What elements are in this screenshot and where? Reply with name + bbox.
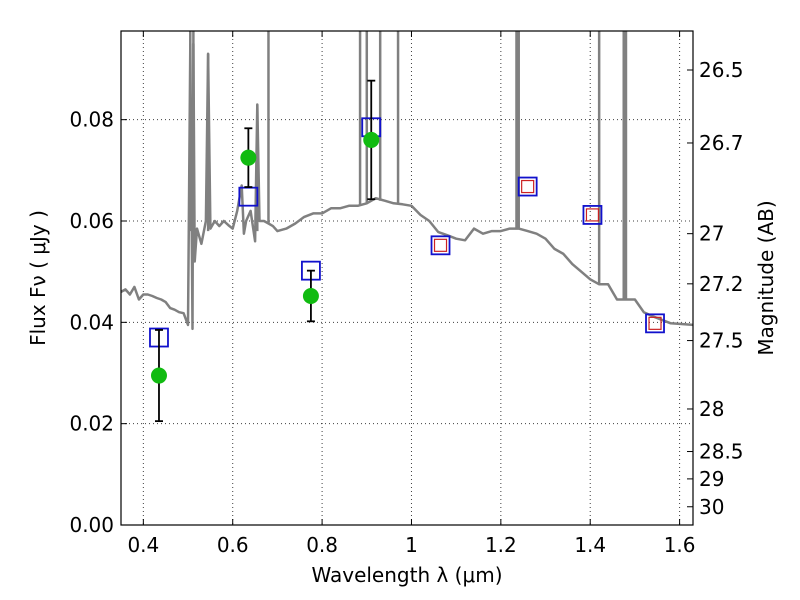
model-box-inner [521, 179, 535, 194]
model-box-inner [433, 238, 448, 252]
x-tick-label: 1.6 [664, 533, 696, 557]
right-tick-label: 29 [699, 467, 724, 491]
y-tick-label: 0.06 [69, 209, 114, 233]
x-tick-label: 1.4 [574, 533, 606, 557]
right-tick-label: 28 [699, 397, 724, 421]
data-points [149, 79, 665, 423]
observed-point [150, 367, 167, 384]
y-tick-label: 0.04 [69, 310, 114, 334]
model-box [582, 205, 603, 225]
right-tick-label: 27.5 [699, 329, 744, 353]
spectrum-line [120, 42, 694, 331]
model-spectrum [120, 31, 694, 331]
x-tick-label: 0.4 [127, 533, 159, 557]
right-tick-label: 27 [699, 222, 724, 246]
model-box [517, 176, 538, 197]
right-tick-label: 26.5 [699, 58, 744, 82]
x-tick-label: 0.6 [217, 533, 249, 557]
observed-point [302, 287, 319, 304]
x-tick-label: 1 [405, 533, 418, 557]
right-axis-label: Magnitude (AB) [754, 200, 778, 355]
x-axis-label: Wavelength λ (μm) [311, 563, 502, 587]
right-tick-label: 30 [699, 495, 724, 519]
y-tick-label: 0.08 [69, 108, 114, 132]
x-tick-label: 0.8 [306, 533, 338, 557]
model-box-inner [648, 316, 662, 330]
right-tick-label: 27.2 [699, 272, 744, 296]
y-tick-label: 0.00 [69, 513, 114, 537]
model-box-inner [585, 208, 600, 222]
right-tick-label: 26.7 [699, 131, 744, 155]
y-tick-label: 0.02 [69, 412, 114, 436]
observed-point [363, 131, 380, 148]
model-box [430, 235, 451, 256]
x-tick-label: 1.2 [485, 533, 517, 557]
y-axis-label: Flux Fν ( μJy ) [26, 210, 50, 346]
axis-ticks: 0.4 0.6 0.8 1 1.2 1.4 1.6 0.00 0.02 0.04 0.06 0.08 2… [69, 31, 744, 557]
right-tick-label: 28.5 [699, 440, 744, 464]
model-box [645, 313, 665, 334]
observed-point [240, 149, 257, 166]
plot-frame [120, 30, 694, 526]
